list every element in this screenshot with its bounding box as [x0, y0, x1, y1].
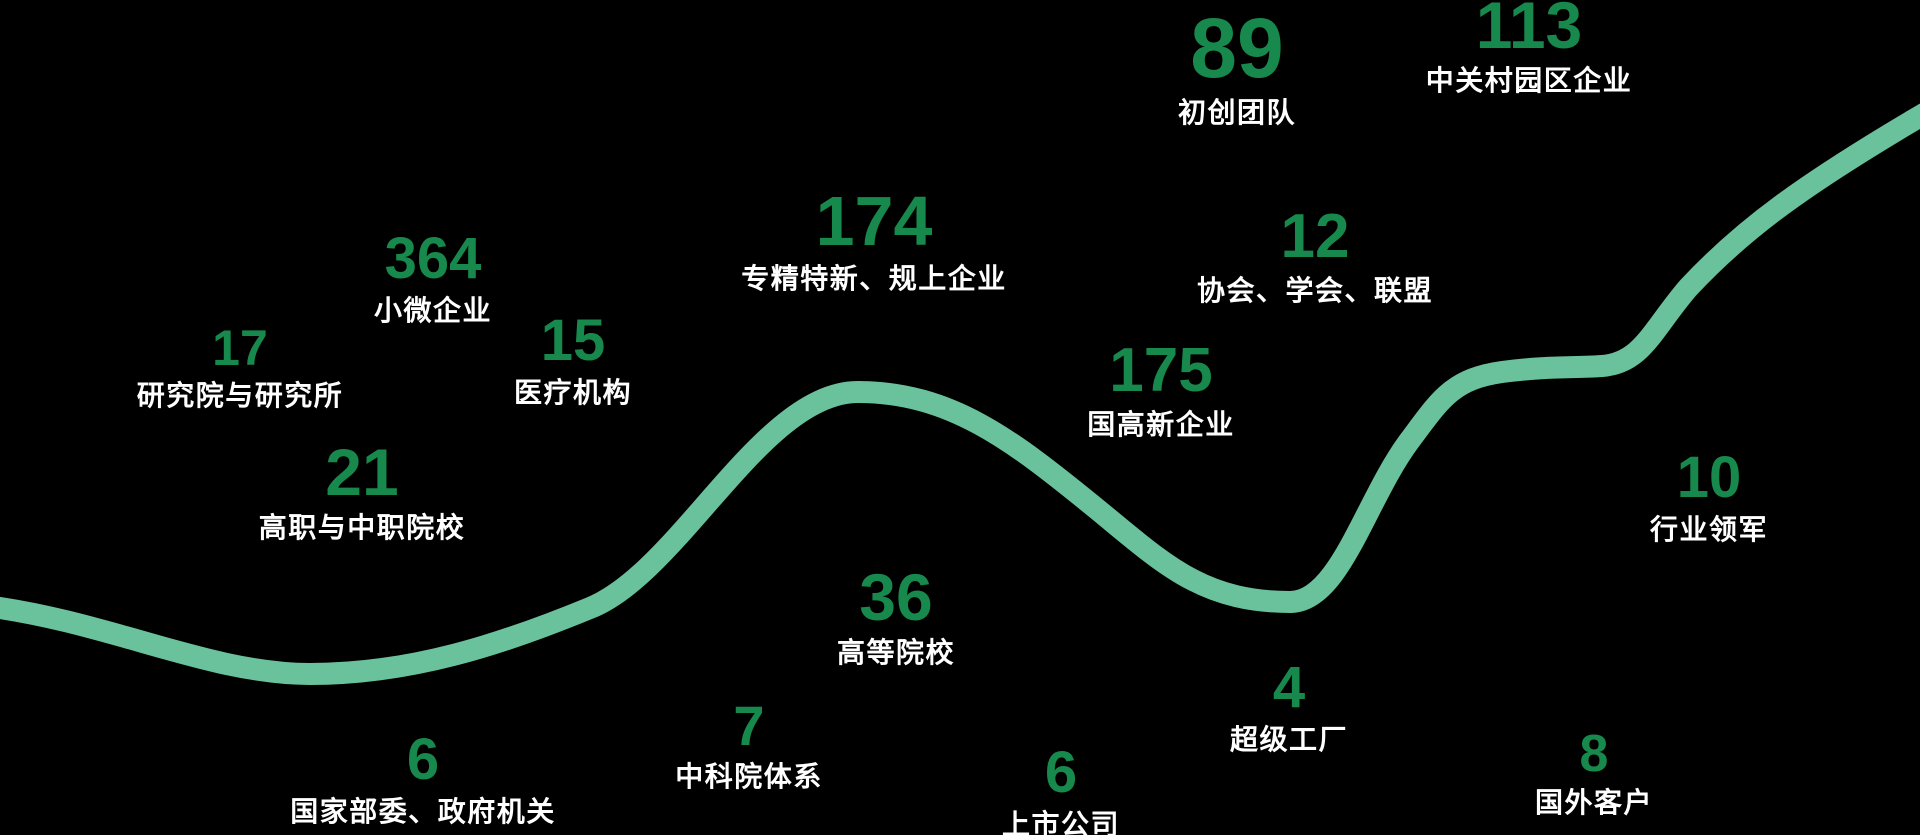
stat-zhongguancun-enterprises: 113 中关村园区企业 — [1426, 0, 1633, 97]
stat-medical-institutions: 15 医疗机构 — [514, 312, 632, 409]
stat-label: 中科院体系 — [675, 761, 823, 792]
stat-label: 高职与中职院校 — [258, 512, 466, 543]
stat-value: 6 — [1044, 740, 1078, 805]
stat-value: 8 — [1579, 725, 1609, 783]
stat-value: 12 — [1280, 202, 1350, 271]
stat-national-hightech: 175 国高新企业 — [1087, 340, 1235, 441]
stat-value: 7 — [733, 694, 765, 757]
stat-value: 21 — [325, 435, 399, 509]
growth-curve-line — [0, 103, 1920, 686]
stat-super-factories: 4 超级工厂 — [1230, 659, 1348, 756]
stat-label: 小微企业 — [373, 295, 493, 326]
stat-label: 国家部委、政府机关 — [290, 796, 556, 827]
stat-label: 国高新企业 — [1087, 409, 1235, 440]
stat-vocational-colleges: 21 高职与中职院校 — [259, 439, 466, 544]
stat-label: 专精特新、规上企业 — [741, 263, 1007, 294]
stat-small-micro-enterprises: 364 小微企业 — [374, 230, 492, 327]
stat-label: 中关村园区企业 — [1425, 65, 1633, 96]
stat-government-agencies: 6 国家部委、政府机关 — [290, 731, 556, 828]
stat-value: 4 — [1272, 655, 1306, 720]
stat-cas-system: 7 中科院体系 — [675, 698, 823, 793]
stat-value: 17 — [212, 320, 268, 376]
stat-label: 行业领军 — [1649, 514, 1769, 545]
stat-value: 89 — [1190, 1, 1284, 95]
stat-label: 初创团队 — [1177, 97, 1297, 128]
stat-label: 国外客户 — [1534, 787, 1654, 818]
stat-research-institutes: 17 研究院与研究所 — [137, 323, 344, 412]
stat-value: 36 — [859, 560, 933, 634]
stat-associations-alliances: 12 协会、学会、联盟 — [1197, 206, 1433, 307]
stat-label: 上市公司 — [1001, 809, 1121, 835]
stat-label: 协会、学会、联盟 — [1196, 275, 1434, 306]
stat-value: 15 — [540, 308, 606, 373]
stat-listed-companies: 6 上市公司 — [1002, 744, 1120, 835]
stat-industry-leaders: 10 行业领军 — [1650, 449, 1768, 546]
stat-label: 医疗机构 — [513, 377, 633, 408]
stat-label: 高等院校 — [836, 637, 956, 668]
stat-specialized-enterprises: 174 专精特新、规上企业 — [741, 186, 1007, 295]
stat-label: 研究院与研究所 — [136, 380, 344, 411]
stat-value: 174 — [815, 182, 933, 260]
stat-value: 10 — [1676, 445, 1742, 510]
stat-higher-education: 36 高等院校 — [837, 564, 955, 669]
stat-value: 113 — [1475, 0, 1583, 62]
stat-startup-teams: 89 初创团队 — [1178, 6, 1296, 129]
stat-label: 超级工厂 — [1229, 724, 1349, 755]
stat-overseas-clients: 8 国外客户 — [1535, 728, 1653, 819]
stat-value: 6 — [406, 727, 440, 792]
stat-value: 175 — [1109, 336, 1213, 405]
stat-value: 364 — [384, 226, 482, 291]
